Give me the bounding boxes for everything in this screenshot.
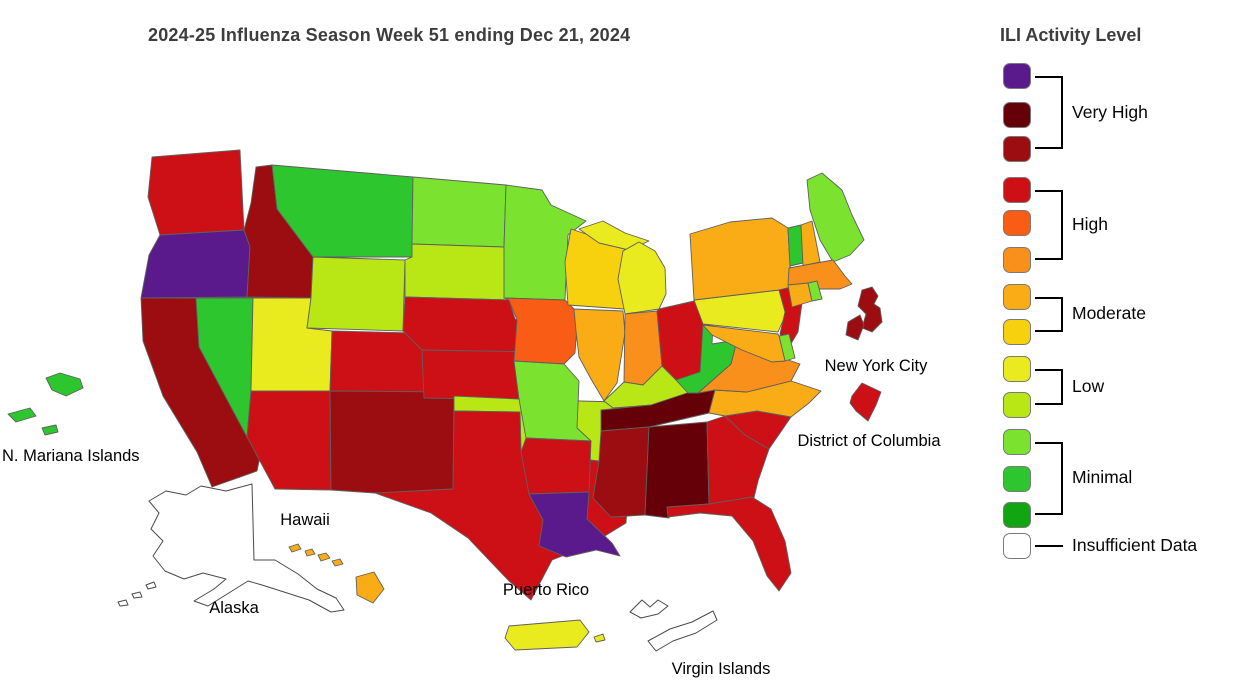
state-n-mariana-islands-1[interactable] <box>45 372 84 397</box>
label-virgin-islands: Virgin Islands <box>672 660 771 678</box>
state-virgin-islands-south[interactable] <box>647 610 718 652</box>
legend-swatch-level-8 <box>1003 247 1031 273</box>
label-hawaii: Hawaii <box>280 511 330 529</box>
legend-swatch-level-13 <box>1003 63 1031 89</box>
state-puerto-rico-vieques[interactable] <box>593 633 606 643</box>
state-hawaii-big-island[interactable] <box>355 571 385 604</box>
legend-swatch-level-4 <box>1003 392 1031 418</box>
legend-dash-insufficient <box>1035 545 1063 547</box>
state-michigan-upper-peninsula[interactable] <box>578 220 650 251</box>
page-title: 2024-25 Influenza Season Week 51 ending … <box>148 25 631 45</box>
state-n-mariana-islands-2[interactable] <box>7 407 37 423</box>
state-maryland[interactable] <box>702 324 786 363</box>
legend-label-minimal: Minimal <box>1072 467 1133 487</box>
state-alabama[interactable] <box>644 421 710 519</box>
state-hawaii-maui[interactable] <box>331 558 344 567</box>
legend-label-insufficient-data: Insufficient Data <box>1072 535 1198 555</box>
state-arizona[interactable] <box>246 390 332 491</box>
state-michigan[interactable] <box>617 241 667 315</box>
legend-swatch-level-12 <box>1003 102 1031 128</box>
state-n-mariana-islands-3[interactable] <box>41 424 59 436</box>
state-oregon[interactable] <box>140 229 251 299</box>
legend-swatch-level-5 <box>1003 356 1031 382</box>
legend-label-high: High <box>1072 214 1108 234</box>
state-arkansas[interactable] <box>520 437 592 495</box>
inset-new-york-city-lobe[interactable] <box>845 314 865 341</box>
label-district-of-columbia: District of Columbia <box>797 432 941 450</box>
label-new-york-city: New York City <box>825 357 928 375</box>
legend-swatch-level-1 <box>1003 502 1031 528</box>
legend-swatch-level-10 <box>1003 177 1031 203</box>
state-alaska[interactable] <box>148 483 345 613</box>
inset-district-of-columbia[interactable] <box>849 382 882 422</box>
state-montana[interactable] <box>271 164 414 258</box>
legend-swatch-level-insufficient <box>1003 533 1031 559</box>
state-maine[interactable] <box>806 172 865 263</box>
state-illinois[interactable] <box>573 308 626 402</box>
legend-swatch-level-3 <box>1003 429 1031 455</box>
state-west-virginia[interactable] <box>675 323 738 394</box>
label-puerto-rico: Puerto Rico <box>503 581 589 599</box>
legend-bracket-high <box>1035 190 1063 260</box>
state-north-dakota[interactable] <box>411 176 507 248</box>
state-new-york[interactable] <box>689 217 796 301</box>
state-alaska-aleutians[interactable] <box>117 581 157 607</box>
legend-bracket-low <box>1035 369 1063 405</box>
state-mississippi[interactable] <box>592 426 650 518</box>
state-louisiana[interactable] <box>528 491 621 558</box>
legend-swatch-level-9 <box>1003 210 1031 236</box>
state-wyoming[interactable] <box>306 256 406 332</box>
legend-label-low: Low <box>1072 376 1105 396</box>
state-puerto-rico[interactable] <box>504 619 590 651</box>
inset-new-york-city[interactable] <box>857 286 883 333</box>
legend-label-very-high: Very High <box>1072 102 1148 122</box>
state-hawaii-kauai[interactable] <box>288 543 302 553</box>
state-south-dakota[interactable] <box>404 243 510 301</box>
legend-bracket-very-high <box>1035 76 1063 149</box>
legend-swatch-level-11 <box>1003 136 1031 162</box>
legend-title: ILI Activity Level <box>1000 25 1142 45</box>
legend-swatch-level-6 <box>1003 319 1031 345</box>
legend-bracket-moderate <box>1035 297 1063 332</box>
state-hawaii-molokai[interactable] <box>317 552 331 562</box>
state-vermont[interactable] <box>787 224 804 267</box>
state-virgin-islands-north[interactable] <box>629 599 669 619</box>
state-missouri[interactable] <box>513 360 592 442</box>
legend-bracket-minimal <box>1035 442 1063 515</box>
legend-swatch-level-7 <box>1003 284 1031 310</box>
state-new-mexico[interactable] <box>329 390 455 494</box>
state-florida[interactable] <box>666 496 792 592</box>
state-rhode-island[interactable] <box>807 280 823 302</box>
legend-swatch-level-2 <box>1003 466 1031 492</box>
legend-label-moderate: Moderate <box>1072 303 1146 323</box>
label-alaska: Alaska <box>209 599 259 617</box>
state-washington[interactable] <box>147 149 245 236</box>
state-hawaii-oahu[interactable] <box>304 548 316 557</box>
label-n-mariana-islands: N. Mariana Islands <box>2 447 140 465</box>
